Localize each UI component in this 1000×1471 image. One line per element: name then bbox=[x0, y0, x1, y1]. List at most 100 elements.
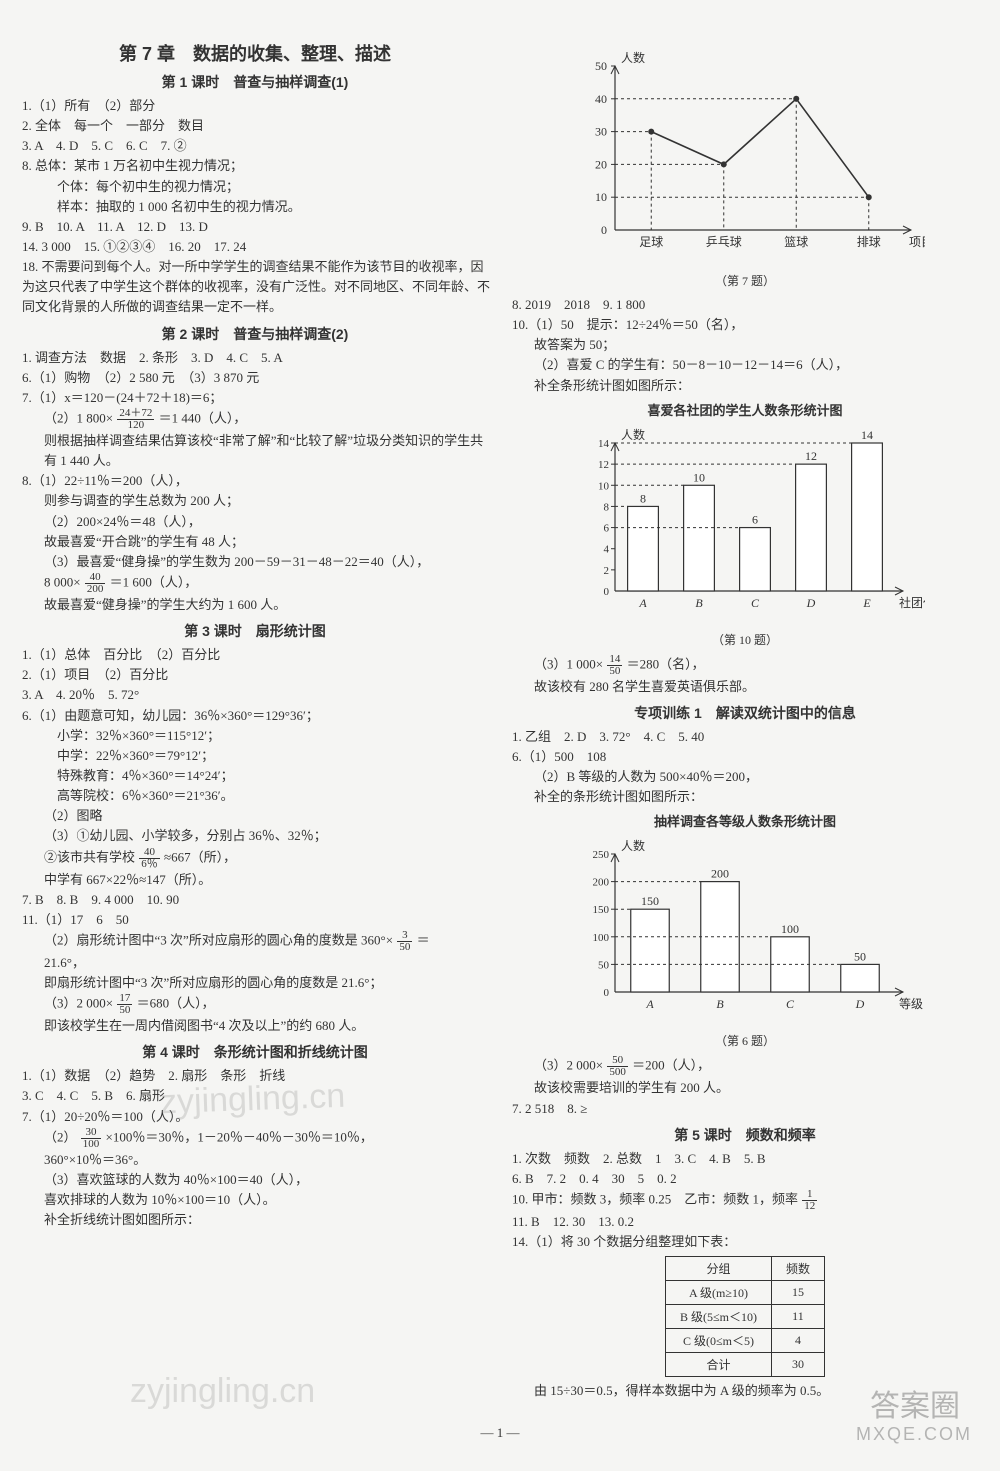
lesson3-title: 第 3 课时 扇形统计图 bbox=[20, 621, 490, 641]
svg-text:E: E bbox=[862, 596, 871, 610]
text-line: 中学：22％×360°＝79°12′； bbox=[22, 746, 490, 766]
text-line: 中学有 667×22％≈147（所）。 bbox=[22, 870, 490, 890]
text-line: （2）B 等级的人数为 500×40％＝200， bbox=[512, 767, 980, 787]
frac-post: ＝200（人）， bbox=[632, 1058, 710, 1073]
text-line: （2）图略 bbox=[22, 806, 490, 826]
svg-text:10: 10 bbox=[598, 480, 610, 492]
fraction: 40 200 bbox=[85, 572, 106, 595]
chart-10: 24681012140人数社团代号8A10B6C12D14E （第 10 题） bbox=[510, 425, 980, 648]
svg-text:50: 50 bbox=[854, 950, 866, 964]
svg-text:等级: 等级 bbox=[899, 997, 923, 1011]
svg-text:8: 8 bbox=[640, 491, 646, 505]
frac-post: ＝ bbox=[417, 932, 430, 947]
denominator: 50 bbox=[607, 666, 622, 677]
text-line: 6.（1）购物 （2）2 580 元 （3）3 870 元 bbox=[22, 368, 490, 388]
chart7-caption: （第 7 题） bbox=[510, 272, 980, 289]
frac-pre: （3）2 000× bbox=[44, 996, 113, 1011]
svg-text:社团代号: 社团代号 bbox=[899, 595, 925, 610]
svg-text:项目: 项目 bbox=[909, 235, 925, 249]
text-line: （2）1 800× 24＋72 120 ＝1 440（人）， bbox=[22, 408, 490, 431]
text-line: 即扇形统计图中“3 次”所对应扇形的圆心角的度数是 21.6°； bbox=[22, 973, 490, 993]
frac-pre: ②该市共有学校 bbox=[44, 849, 135, 864]
text-line: （2） 30 100 ×100％＝30％，1－20％－40％－30％＝10％， bbox=[22, 1127, 490, 1150]
denominator: 200 bbox=[85, 584, 106, 595]
text-line: 1.（1）总体 百分比 （2）百分比 bbox=[22, 645, 490, 665]
text-line: 9. B 10. A 11. A 12. D 13. D bbox=[22, 217, 490, 237]
text-line: 3. A 4. D 5. C 6. C 7. ② bbox=[22, 136, 490, 156]
svg-text:B: B bbox=[695, 596, 703, 610]
svg-text:200: 200 bbox=[711, 867, 729, 881]
text-line: 360°×10％＝36°。 bbox=[22, 1150, 490, 1170]
text-line: 即该校学生在一周内借阅图书“4 次及以上”的约 680 人。 bbox=[22, 1016, 490, 1036]
numerator: 40 bbox=[139, 847, 160, 859]
svg-text:250: 250 bbox=[593, 849, 610, 861]
svg-text:0: 0 bbox=[601, 223, 607, 237]
frac-pre: 10. 甲市：频数 3，频率 0.25 乙市：频数 1，频率 bbox=[512, 1191, 798, 1206]
svg-text:足球: 足球 bbox=[639, 235, 663, 249]
svg-text:人数: 人数 bbox=[621, 427, 645, 442]
svg-text:C: C bbox=[751, 596, 760, 610]
text-line: 1.（1）数据 （2）趋势 2. 扇形 条形 折线 bbox=[22, 1066, 490, 1086]
chart10-caption: （第 10 题） bbox=[510, 631, 980, 648]
frac-post: ＝280（名）， bbox=[627, 656, 705, 671]
chart-6: 501001502002500人数等级150A200B100C50D （第 6 … bbox=[510, 836, 980, 1049]
text-line: 喜欢排球的人数为 10％×100＝10（人）。 bbox=[22, 1190, 490, 1210]
text-line: （3）2 000× 50 500 ＝200（人）， bbox=[512, 1055, 980, 1078]
svg-text:0: 0 bbox=[604, 987, 610, 999]
text-line: （3）①幼儿园、小学较多，分别占 36％、32％； bbox=[22, 826, 490, 846]
text-line: 特殊教育：4％×360°＝14°24′； bbox=[22, 766, 490, 786]
text-line: 7. 2 518 8. ≥ bbox=[512, 1099, 980, 1119]
text-line: 1.（1）所有 （2）部分 bbox=[22, 96, 490, 116]
chart10-title: 喜爱各社团的学生人数条形统计图 bbox=[510, 400, 980, 419]
text-line: 故该校有 280 名学生喜爱英语俱乐部。 bbox=[512, 677, 980, 697]
svg-text:A: A bbox=[638, 596, 647, 610]
text-line: 故最喜爱“开合跳”的学生有 48 人； bbox=[22, 532, 490, 552]
svg-text:100: 100 bbox=[593, 932, 610, 944]
svg-text:D: D bbox=[806, 596, 816, 610]
frac-post: ≈667（所）， bbox=[164, 849, 236, 864]
text-line: 故答案为 50； bbox=[512, 335, 980, 355]
frac-pre: （2）扇形统计图中“3 次”所对应扇形的圆心角的度数是 360°× bbox=[44, 932, 393, 947]
chart10-svg: 24681012140人数社团代号8A10B6C12D14E bbox=[565, 425, 925, 625]
svg-text:200: 200 bbox=[593, 877, 610, 889]
watermark: MXQE.COM bbox=[856, 1424, 972, 1445]
text-line: 3. C 4. C 5. B 6. 扇形 bbox=[22, 1086, 490, 1106]
text-line: 10. 甲市：频数 3，频率 0.25 乙市：频数 1，频率 1 12 bbox=[512, 1189, 980, 1212]
text-line: 6.（1）500 108 bbox=[512, 747, 980, 767]
fraction: 14 50 bbox=[607, 654, 622, 677]
svg-text:6: 6 bbox=[752, 512, 758, 526]
lesson1-title: 第 1 课时 普查与抽样调查(1) bbox=[20, 72, 490, 92]
text-line: 11.（1）17 6 50 bbox=[22, 910, 490, 930]
text-line: 8.（1）22÷11％＝200（人）， bbox=[22, 471, 490, 491]
frac-pre: （3）1 000× bbox=[534, 656, 603, 671]
svg-text:12: 12 bbox=[598, 459, 609, 471]
fraction: 30 100 bbox=[81, 1127, 102, 1150]
lesson2-title: 第 2 课时 普查与抽样调查(2) bbox=[20, 324, 490, 344]
text-line: 则根据抽样调查结果估算该校“非常了解”和“比较了解”垃圾分类知识的学生共有 1 … bbox=[22, 431, 490, 471]
lesson4-title: 第 4 课时 条形统计图和折线统计图 bbox=[20, 1042, 490, 1062]
text-line: （3）喜欢篮球的人数为 40％×100＝40（人）， bbox=[22, 1170, 490, 1190]
text-line: 由 15÷30＝0.5，得样本数据中为 A 级的频率为 0.5。 bbox=[512, 1381, 980, 1401]
svg-text:10: 10 bbox=[595, 190, 607, 204]
svg-text:0: 0 bbox=[604, 586, 610, 598]
text-line: 1. 乙组 2. D 3. 72° 4. C 5. 40 bbox=[512, 727, 980, 747]
svg-text:50: 50 bbox=[598, 960, 610, 972]
text-line: 6.（1）由题意可知，幼儿园：36％×360°＝129°36′； bbox=[22, 706, 490, 726]
text-line: 则参与调查的学生总数为 200 人； bbox=[22, 491, 490, 511]
svg-text:人数: 人数 bbox=[621, 50, 645, 65]
text-line: （2）200×24％＝48（人）， bbox=[22, 512, 490, 532]
text-line: 7.（1）x＝120－(24＋72＋18)＝6； bbox=[22, 388, 490, 408]
svg-text:14: 14 bbox=[598, 438, 610, 450]
page: 第 7 章 数据的收集、整理、描述 第 1 课时 普查与抽样调查(1) 1.（1… bbox=[20, 40, 980, 1401]
chart6-svg: 501001502002500人数等级150A200B100C50D bbox=[565, 836, 925, 1026]
text-line: 10.（1）50 提示：12÷24％＝50（名）， bbox=[512, 315, 980, 335]
svg-text:4: 4 bbox=[604, 543, 610, 555]
svg-text:20: 20 bbox=[595, 157, 607, 171]
frac-pre: （2）1 800× bbox=[44, 410, 113, 425]
text-line: 8 000× 40 200 ＝1 600（人）， bbox=[22, 572, 490, 595]
chart6-caption: （第 6 题） bbox=[510, 1032, 980, 1049]
table-14: 分组频数A 级(m≥10)15B 级(5≤m＜10)11C 级(0≤m＜5)4合… bbox=[665, 1256, 825, 1377]
fraction: 1 12 bbox=[802, 1189, 817, 1212]
svg-text:排球: 排球 bbox=[857, 235, 881, 249]
text-line: 补全的条形统计图如图所示： bbox=[512, 787, 980, 807]
